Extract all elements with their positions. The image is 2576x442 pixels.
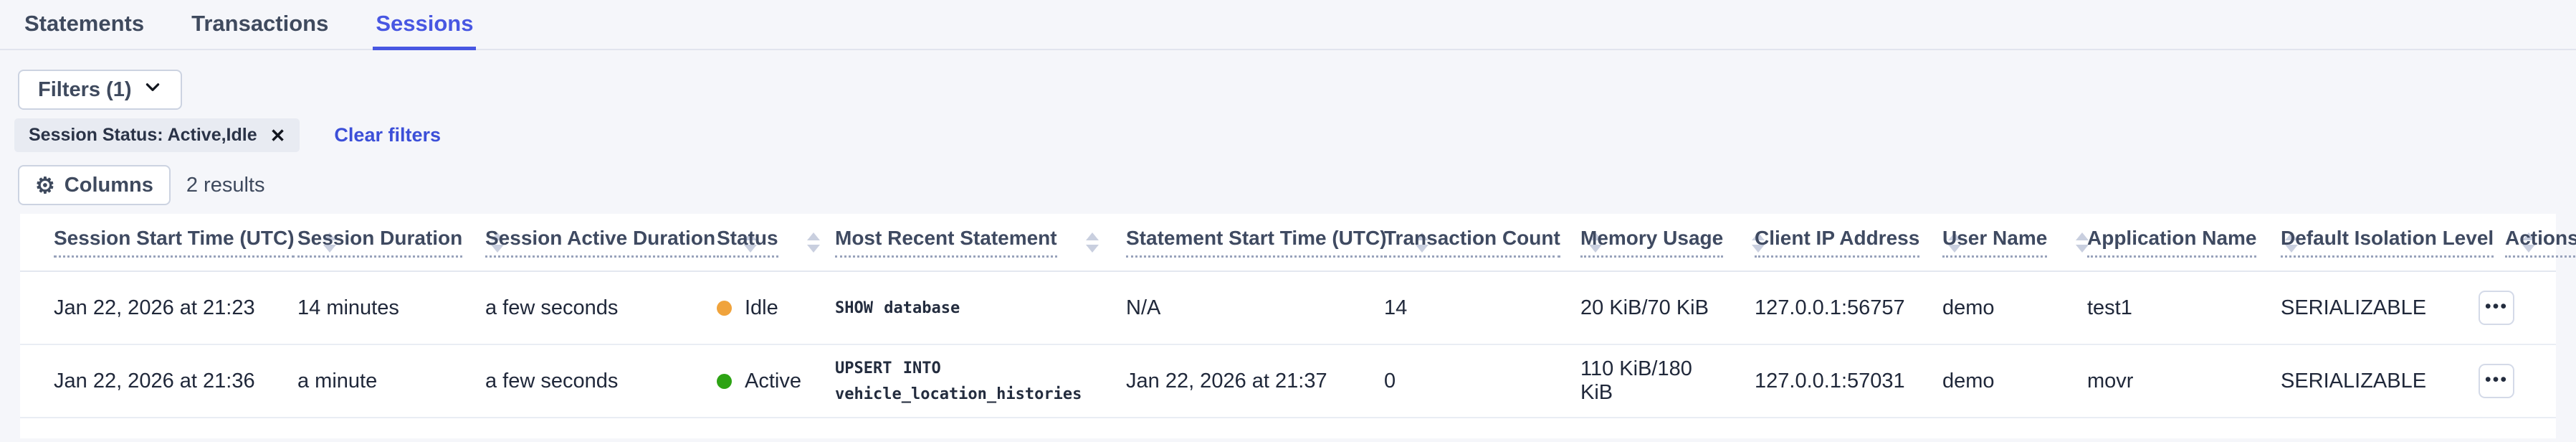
col-header-client-ip[interactable]: Client IP Address bbox=[1721, 214, 1962, 272]
cell-actions: ••• bbox=[2471, 271, 2556, 345]
sessions-table-card: Session Start Time (UTC) Session Duratio… bbox=[20, 214, 2576, 439]
table-row: Jan 22, 2026 at 21:36 a minute a few sec… bbox=[20, 344, 2556, 419]
cell-status: Active bbox=[683, 344, 801, 419]
cell-transaction-count: 14 bbox=[1350, 271, 1547, 345]
col-header-session-active-duration[interactable]: Session Active Duration bbox=[452, 214, 758, 272]
status-dot-active bbox=[717, 373, 732, 389]
cell-statement-start-time: Jan 22, 2026 at 21:37 bbox=[1092, 344, 1350, 419]
col-header-statement-start-time[interactable]: Statement Start Time (UTC) bbox=[1092, 214, 1428, 272]
filters-button[interactable]: Filters (1) bbox=[18, 70, 182, 110]
filter-chip-session-status: Session Status: Active,Idle ✕ bbox=[14, 118, 300, 152]
table-header-row: Session Start Time (UTC) Session Duratio… bbox=[20, 214, 2576, 272]
col-header-application-name[interactable]: Application Name bbox=[2053, 214, 2299, 272]
sort-icon[interactable] bbox=[806, 232, 820, 253]
filter-chip-label: Session Status: Active,Idle bbox=[29, 125, 257, 145]
cell-statement-start-time: N/A bbox=[1092, 271, 1350, 345]
ellipsis-icon: ••• bbox=[2484, 370, 2509, 390]
table-row: Jan 22, 2026 at 21:23 14 minutes a few s… bbox=[20, 271, 2556, 345]
row-actions-button[interactable]: ••• bbox=[2479, 291, 2514, 325]
sort-icon[interactable] bbox=[2076, 232, 2089, 253]
results-count: 2 results bbox=[186, 173, 265, 197]
cell-session-start-time: Jan 22, 2026 at 21:23 bbox=[20, 271, 264, 345]
cell-actions: ••• bbox=[2471, 344, 2556, 419]
col-header-session-duration[interactable]: Session Duration bbox=[264, 214, 505, 272]
col-header-default-isolation-level[interactable]: Default Isolation Level bbox=[2247, 214, 2536, 272]
cell-most-recent-statement: UPSERT INTO vehicle_location_histories bbox=[801, 344, 1092, 419]
sort-icon[interactable] bbox=[1085, 232, 1099, 253]
cell-application-name: movr bbox=[2053, 344, 2247, 419]
col-header-user-name[interactable]: User Name bbox=[1909, 214, 2089, 272]
tab-bar: Statements Transactions Sessions bbox=[0, 0, 2576, 50]
cell-transaction-count: 0 bbox=[1350, 344, 1547, 419]
status-label: Active bbox=[745, 369, 801, 392]
chevron-down-icon bbox=[143, 77, 162, 102]
status-dot-idle bbox=[717, 300, 732, 316]
columns-button-label: Columns bbox=[64, 173, 153, 197]
cell-user-name: demo bbox=[1909, 271, 2053, 345]
cell-session-duration: 14 minutes bbox=[264, 271, 452, 345]
cell-application-name: test1 bbox=[2053, 271, 2247, 345]
gear-icon: ⚙ bbox=[35, 172, 55, 198]
cell-session-active-duration: a few seconds bbox=[452, 344, 683, 419]
cell-default-isolation-level: SERIALIZABLE bbox=[2247, 271, 2471, 345]
col-header-session-start-time[interactable]: Session Start Time (UTC) bbox=[20, 214, 336, 272]
cell-default-isolation-level: SERIALIZABLE bbox=[2247, 344, 2471, 419]
col-header-transaction-count[interactable]: Transaction Count bbox=[1350, 214, 1602, 272]
cell-status: Idle bbox=[683, 271, 801, 345]
close-icon[interactable]: ✕ bbox=[269, 124, 286, 146]
col-header-actions: Actions bbox=[2471, 214, 2576, 272]
cell-client-ip: 127.0.0.1:56757 bbox=[1721, 271, 1909, 345]
cell-session-active-duration: a few seconds bbox=[452, 271, 683, 345]
col-header-memory-usage[interactable]: Memory Usage bbox=[1547, 214, 1765, 272]
col-header-status[interactable]: Status bbox=[683, 214, 820, 272]
tab-sessions[interactable]: Sessions bbox=[373, 0, 477, 50]
cell-memory-usage: 20 KiB/70 KiB bbox=[1547, 271, 1721, 345]
cell-session-duration: a minute bbox=[264, 344, 452, 419]
cell-memory-usage: 110 KiB/180 KiB bbox=[1547, 344, 1721, 419]
sessions-table: Session Start Time (UTC) Session Duratio… bbox=[20, 214, 2576, 419]
ellipsis-icon: ••• bbox=[2484, 296, 2509, 316]
tab-transactions[interactable]: Transactions bbox=[191, 10, 329, 36]
columns-button[interactable]: ⚙ Columns bbox=[18, 165, 171, 205]
filters-button-label: Filters (1) bbox=[38, 77, 132, 101]
tab-statements[interactable]: Statements bbox=[24, 10, 145, 36]
status-label: Idle bbox=[745, 296, 778, 319]
cell-most-recent-statement: SHOW database bbox=[801, 271, 1092, 345]
cell-user-name: demo bbox=[1909, 344, 2053, 419]
cell-session-start-time: Jan 22, 2026 at 21:36 bbox=[20, 344, 264, 419]
col-header-most-recent-statement[interactable]: Most Recent Statement bbox=[801, 214, 1099, 272]
row-actions-button[interactable]: ••• bbox=[2479, 364, 2514, 399]
cell-client-ip: 127.0.0.1:57031 bbox=[1721, 344, 1909, 419]
clear-filters-link[interactable]: Clear filters bbox=[334, 124, 441, 146]
